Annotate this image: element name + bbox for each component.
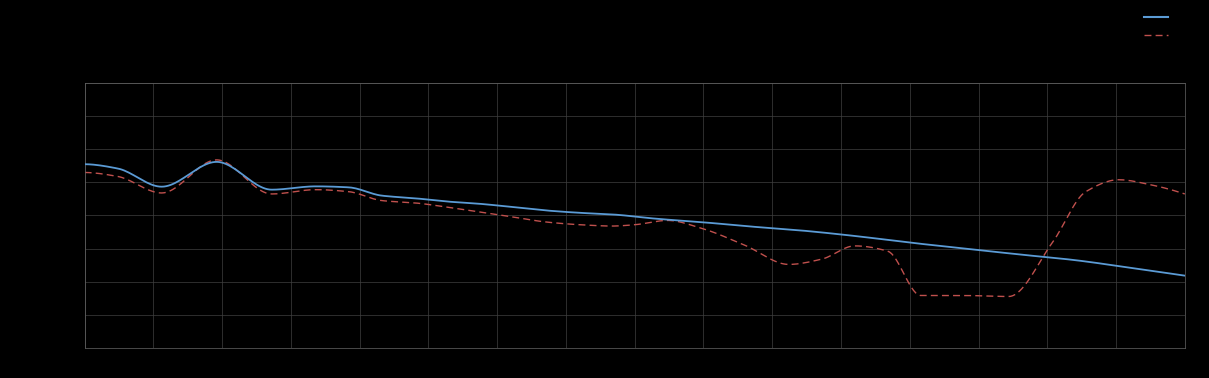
Legend: , : , xyxy=(1140,9,1180,44)
